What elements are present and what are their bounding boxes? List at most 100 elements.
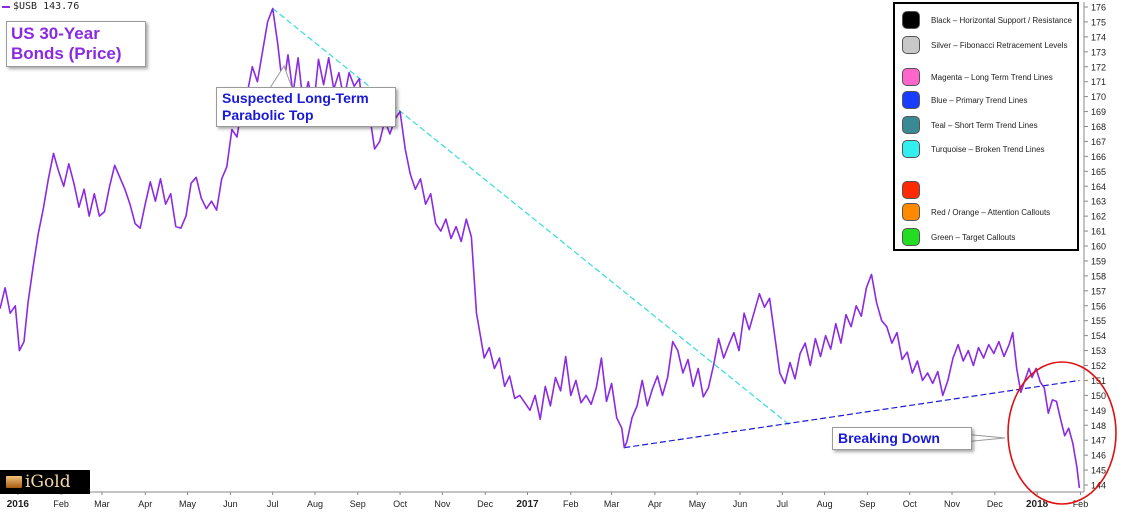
legend-item	[902, 181, 931, 199]
y-tick-label: 157	[1091, 286, 1106, 296]
x-tick-label: Dec	[987, 499, 1004, 509]
x-tick-label: Feb	[53, 499, 69, 509]
x-tick-label: Sep	[350, 499, 366, 509]
x-tick-label: Feb	[563, 499, 579, 509]
x-tick-label: Feb	[1073, 499, 1089, 509]
legend-swatch	[902, 11, 920, 29]
y-tick-label: 170	[1091, 92, 1106, 102]
x-axis: 2016 Feb Mar Apr May Jun Jul Aug Sep Oct Nov Dec 201…	[0, 491, 1089, 510]
y-tick-label: 158	[1091, 271, 1106, 281]
callout-parabolic-top: Suspected Long-Term Parabolic Top	[216, 87, 396, 127]
legend-label: Green – Target Callouts	[931, 232, 1016, 242]
legend-swatch	[902, 68, 920, 86]
ticker-text: $USB 143.76	[13, 1, 80, 12]
color-legend: Black – Horizontal Support / Resistance S…	[893, 2, 1079, 251]
legend-label: Silver – Fibonacci Retracement Levels	[931, 40, 1068, 50]
y-tick-label: 172	[1091, 62, 1106, 72]
igold-logo: iGold	[0, 470, 90, 494]
y-tick-label: 149	[1091, 406, 1106, 416]
x-tick-label: 2017	[516, 499, 539, 510]
legend-item: Green – Target Callouts	[902, 228, 1015, 246]
chart-title: US 30-Year Bonds (Price)	[6, 21, 146, 67]
y-tick-label: 155	[1091, 316, 1106, 326]
legend-item: Teal – Short Term Trend Lines	[902, 116, 1038, 134]
legend-label: Red / Orange – Attention Callouts	[931, 207, 1051, 217]
y-tick-label: 160	[1091, 242, 1106, 252]
x-tick-label: Apr	[648, 499, 662, 509]
x-tick-label: Nov	[434, 499, 451, 509]
y-tick-label: 150	[1091, 391, 1106, 401]
x-tick-label: Mar	[604, 499, 620, 509]
legend-item: Turquoise – Broken Trend Lines	[902, 140, 1045, 158]
legend-item: Magenta – Long Term Trend Lines	[902, 68, 1053, 86]
y-tick-label: 168	[1091, 122, 1106, 132]
x-tick-label: Dec	[477, 499, 494, 509]
legend-label: Blue – Primary Trend Lines	[931, 95, 1028, 105]
y-tick-label: 165	[1091, 167, 1106, 177]
x-tick-label: 2016	[7, 499, 30, 510]
legend-item: Blue – Primary Trend Lines	[902, 91, 1028, 109]
x-tick-label: May	[179, 499, 197, 509]
price-series	[0, 7, 1081, 489]
x-tick-label: Aug	[817, 499, 833, 509]
y-tick-label: 169	[1091, 107, 1106, 117]
y-tick-label: 145	[1091, 466, 1106, 476]
legend-swatch	[902, 91, 920, 109]
y-tick-label: 174	[1091, 32, 1106, 42]
legend-swatch	[902, 181, 920, 199]
trend-line-primary	[624, 379, 1080, 449]
annotations	[269, 64, 1117, 505]
callout-breaking-down: Breaking Down	[832, 427, 972, 450]
y-tick-label: 163	[1091, 197, 1106, 207]
y-tick-label: 153	[1091, 346, 1106, 356]
x-tick-label: Sep	[859, 499, 875, 509]
legend-label: Magenta – Long Term Trend Lines	[931, 72, 1053, 82]
x-tick-label: Aug	[307, 499, 323, 509]
trend-line-broken	[272, 8, 791, 426]
y-tick-label: 148	[1091, 421, 1106, 431]
price-line	[0, 7, 1081, 489]
y-tick-label: 175	[1091, 17, 1106, 27]
x-tick-label: Nov	[944, 499, 961, 509]
legend-label: Black – Horizontal Support / Resistance	[931, 15, 1072, 25]
ticker-label: $USB 143.76	[2, 1, 79, 12]
legend-swatch	[902, 228, 920, 246]
y-tick-label: 162	[1091, 212, 1106, 222]
y-axis: 1441451461471481491501511521531541551561…	[1083, 2, 1106, 492]
y-tick-label: 167	[1091, 137, 1106, 147]
y-tick-label: 156	[1091, 301, 1106, 311]
y-tick-label: 154	[1091, 331, 1106, 341]
y-tick-label: 166	[1091, 152, 1106, 162]
gold-bar-icon	[6, 476, 22, 488]
y-tick-label: 161	[1091, 227, 1106, 237]
y-tick-label: 171	[1091, 77, 1106, 87]
logo-text: iGold	[25, 472, 71, 492]
legend-item: Red / Orange – Attention Callouts	[902, 203, 1050, 221]
x-tick-label: Jul	[267, 499, 279, 509]
legend-swatch	[902, 203, 920, 221]
x-tick-label: 2018	[1026, 499, 1049, 510]
y-tick-label: 152	[1091, 361, 1106, 371]
attention-circle	[1007, 361, 1117, 505]
legend-swatch	[902, 116, 920, 134]
x-tick-label: Oct	[903, 499, 918, 509]
x-tick-label: Apr	[138, 499, 152, 509]
y-tick-label: 164	[1091, 182, 1106, 192]
y-tick-label: 146	[1091, 451, 1106, 461]
legend-item: Silver – Fibonacci Retracement Levels	[902, 36, 1068, 54]
x-tick-label: Oct	[393, 499, 408, 509]
y-tick-label: 173	[1091, 47, 1106, 57]
legend-label: Teal – Short Term Trend Lines	[931, 120, 1038, 130]
x-tick-label: Mar	[94, 499, 110, 509]
legend-item: Black – Horizontal Support / Resistance	[902, 11, 1072, 29]
x-tick-label: Jul	[777, 499, 789, 509]
trend-lines	[272, 8, 1080, 449]
x-tick-label: Jun	[223, 499, 238, 509]
y-tick-label: 159	[1091, 256, 1106, 266]
x-tick-label: Jun	[733, 499, 748, 509]
legend-swatch	[902, 36, 920, 54]
x-tick-label: May	[689, 499, 707, 509]
y-tick-label: 176	[1091, 3, 1106, 13]
legend-label: Turquoise – Broken Trend Lines	[931, 144, 1045, 154]
